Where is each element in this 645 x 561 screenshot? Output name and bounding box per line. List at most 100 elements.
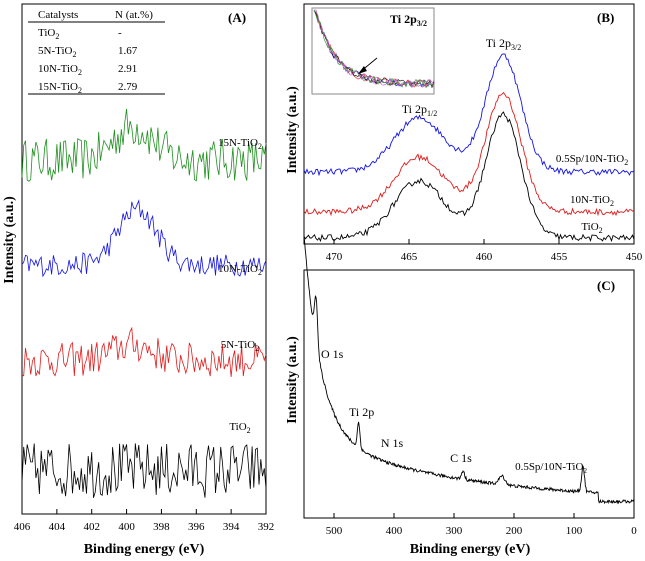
panel-a-series-line — [21, 108, 267, 182]
panel-c-series — [303, 234, 635, 505]
panel-c-series-label-sub: 2 — [583, 467, 587, 475]
panel-c-x-tick-label: 300 — [446, 525, 463, 537]
table-cell-catalyst-main: 5N-TiO — [38, 45, 72, 57]
table-header-n-content: N (at.%) — [115, 9, 153, 21]
table-cell-catalyst-main: 10N-TiO — [38, 63, 78, 75]
panel-b-series-label: TiO2 — [581, 221, 602, 235]
panel-a-x-tick-label: 398 — [153, 521, 170, 533]
panel-a-series-label-sub: 2 — [255, 344, 259, 353]
panel-b-series-line — [303, 53, 635, 177]
panel-b-peak-label-sub: 1/2 — [427, 109, 437, 118]
panel-b-series-line — [303, 111, 635, 243]
panel-b-x-tick-label: 455 — [551, 251, 568, 263]
panel-c-peak-annotation: N 1s — [381, 436, 404, 450]
panel-b-series-label-sub: 2 — [624, 158, 628, 167]
panel-c-peak-annotation: Ti 2p — [349, 405, 374, 419]
table-cell-catalyst: 15N-TiO2 — [38, 81, 82, 95]
panel-c-y-axis-label: Intensity (a.u.) — [285, 336, 300, 424]
table-cell-value: 1.67 — [118, 45, 138, 57]
panel-c-series-line — [303, 234, 635, 505]
table-cell-value: - — [118, 27, 122, 39]
panel-a-series-label-sub: 2 — [247, 426, 251, 435]
panel-b-x-tick-label: 450 — [626, 251, 643, 263]
panel-b-series — [303, 53, 635, 243]
panel-c-series-label: 0.5Sp/10N-TiO2 — [515, 461, 587, 475]
panel-a-x-tick-label: 392 — [258, 521, 275, 533]
panel-a-series-label: TiO2 — [229, 421, 250, 435]
panel-a-series-line — [21, 326, 267, 377]
panel-b-series-label-main: 0.5Sp/10N-TiO — [556, 153, 624, 165]
panel-b-y-axis-label: Intensity (a.u.) — [285, 86, 300, 174]
panel-a-series-label-sub: 2 — [258, 268, 262, 277]
panel-a-series-line — [21, 199, 267, 278]
panel-a-label: (A) — [228, 10, 246, 25]
panel-c-x-ticks: 500 400 300 200 100 0 — [326, 513, 637, 537]
panel-b-series-label: 0.5Sp/10N-TiO2 — [556, 153, 628, 167]
panel-a-series-label-sub: 2 — [258, 142, 262, 151]
inset-title: Ti 2p3/2 — [390, 12, 427, 28]
panel-a-x-tick-label: 400 — [118, 521, 135, 533]
panel-b-series-label-sub: 2 — [610, 199, 614, 208]
table-cell-value: 2.91 — [118, 63, 137, 75]
panel-b-x-tick-label: 465 — [401, 251, 418, 263]
panel-b-peak-labels: Ti 2p1/2Ti 2p3/2 — [402, 36, 521, 118]
panel-b-series-label-main: 10N-TiO — [570, 194, 610, 206]
panel-c-x-axis-label: Binding energy (eV) — [410, 542, 531, 557]
table-cell-catalyst: TiO2 — [38, 27, 59, 41]
panel-c-x-tick-label: 100 — [566, 525, 583, 537]
panel-a-series-label-main: 15N-TiO — [218, 137, 258, 149]
panel-c-annotations: O 1s Ti 2p N 1s C 1s — [321, 347, 472, 465]
panel-b-series-label-sub: 2 — [599, 226, 603, 235]
panel-b-peak-label-sub: 3/2 — [511, 43, 521, 52]
panel-a-series-label: 15N-TiO2 — [218, 137, 262, 151]
panel-b-label: (B) — [597, 10, 614, 25]
nitrogen-content-table: Catalysts N (at.%) TiO2 -5N-TiO2 1.6710N-T… — [28, 3, 165, 95]
panel-a-y-axis-label: Intensity (a.u.) — [2, 196, 17, 284]
table-cell-catalyst: 10N-TiO2 — [38, 63, 82, 77]
table-cell-catalyst: 5N-TiO2 — [38, 45, 76, 59]
panel-c-label: (C) — [597, 278, 615, 293]
panel-a-series-label: 10N-TiO2 — [218, 263, 262, 277]
inset-series-line — [313, 9, 435, 89]
panel-c-series-label-main: 0.5Sp/10N-TiO — [515, 461, 583, 473]
panel-c: 500 400 300 200 100 0 O 1s Ti 2p N 1s C 1s 0.5Sp… — [285, 234, 637, 557]
inset-title-main: Ti 2p — [390, 12, 417, 26]
inset-series-line — [314, 9, 435, 88]
panel-a-series-label-main: 10N-TiO — [218, 263, 258, 275]
panel-b-series-label: 10N-TiO2 — [570, 194, 614, 208]
panel-a-series-label-main: 5N-TiO — [221, 339, 255, 351]
panel-b-frame — [303, 3, 635, 245]
table-cell-catalyst-sub: 2 — [55, 32, 59, 41]
panel-b-peak-label: Ti 2p1/2 — [402, 102, 437, 118]
panel-c-peak-annotation: C 1s — [450, 451, 472, 465]
table-cell-catalyst-sub: 2 — [78, 86, 82, 95]
table-cell-catalyst-main: TiO — [38, 27, 55, 39]
panel-b: 470 465 460 455 450 0.5Sp/10N-TiO210N-TiO2Ti… — [285, 3, 643, 263]
panel-b-x-tick-label: 460 — [476, 251, 493, 263]
panel-b-series-line — [303, 91, 635, 217]
inset-title-sub: 3/2 — [417, 19, 427, 28]
panel-c-x-tick-label: 200 — [506, 525, 523, 537]
panel-b-peak-label-main: Ti 2p — [486, 36, 511, 50]
table-cell-catalyst-sub: 2 — [78, 68, 82, 77]
table-header-catalysts: Catalysts — [38, 9, 78, 21]
panel-a-series — [21, 108, 267, 498]
table-cell-catalyst-sub: 2 — [72, 50, 76, 59]
ti2p-inset: Ti 2p3/2 — [311, 7, 435, 95]
panel-a-x-tick-label: 394 — [223, 521, 240, 533]
table-cell-catalyst-main: 15N-TiO — [38, 81, 78, 93]
panel-b-peak-label-main: Ti 2p — [402, 102, 427, 116]
panel-c-x-tick-label: 0 — [631, 525, 637, 537]
panel-a-x-tick-label: 406 — [14, 521, 31, 533]
inset-series — [313, 9, 435, 89]
inset-series-line — [313, 9, 435, 88]
panel-b-series-label-main: TiO — [581, 221, 598, 233]
panel-b-x-ticks: 470 465 460 455 450 — [326, 239, 643, 263]
panel-c-x-tick-label: 500 — [326, 525, 343, 537]
panel-c-frame — [303, 269, 635, 519]
panel-a-series-label-main: TiO — [229, 421, 246, 433]
panel-a-x-tick-label: 404 — [49, 521, 66, 533]
